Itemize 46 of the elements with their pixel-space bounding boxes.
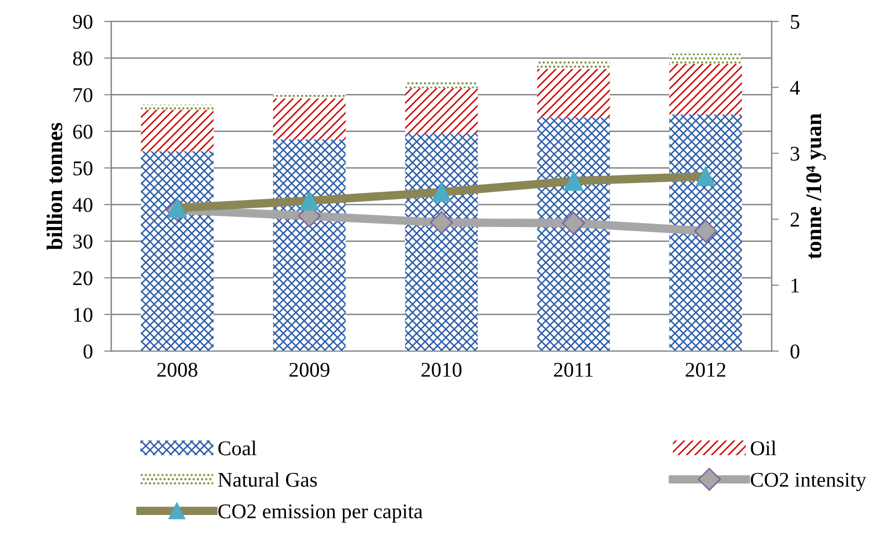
bar bbox=[140, 110, 214, 152]
x-tick-label: 2009 bbox=[289, 362, 330, 377]
x-tick-label: 2011 bbox=[554, 362, 593, 377]
y-tick-label: 30 bbox=[73, 234, 92, 249]
bar bbox=[273, 92, 346, 98]
bar bbox=[405, 134, 478, 352]
bar bbox=[537, 117, 610, 352]
y2-tick-label: 4 bbox=[790, 80, 800, 95]
y-tick-label: 60 bbox=[73, 124, 92, 139]
bar bbox=[273, 98, 346, 140]
y2-tick-label: 1 bbox=[792, 278, 799, 292]
legend-label: Oil bbox=[750, 440, 776, 456]
y-tick-label: 0 bbox=[84, 344, 92, 359]
y-tick-label: 50 bbox=[74, 161, 92, 176]
legend-label: CO2 intensity bbox=[750, 472, 866, 492]
legend-label: Natural Gas bbox=[218, 472, 317, 487]
point bbox=[694, 220, 718, 243]
bar bbox=[669, 64, 742, 114]
y-tick-label: 40 bbox=[72, 198, 92, 212]
y-tick-label: 80 bbox=[73, 51, 92, 66]
y2-tick-label: 0 bbox=[790, 344, 800, 359]
y2-tick-label: 3 bbox=[790, 146, 800, 161]
legend-label: CO2 emission per capita bbox=[218, 504, 423, 523]
bar bbox=[537, 69, 610, 118]
x-tick-label: 2008 bbox=[157, 362, 198, 377]
x-tick-label: 2012 bbox=[686, 362, 726, 377]
bar bbox=[669, 54, 742, 64]
y-tick-label: 90 bbox=[73, 14, 92, 29]
y2-tick-label: 5 bbox=[790, 15, 800, 29]
y-axis-title: billion tonnes bbox=[46, 122, 62, 250]
bar bbox=[140, 104, 214, 110]
y-tick-label: 70 bbox=[74, 88, 92, 102]
bar bbox=[140, 151, 214, 352]
bar bbox=[405, 80, 478, 88]
point bbox=[562, 212, 586, 235]
bar bbox=[537, 60, 610, 70]
y-tick-label: 20 bbox=[73, 271, 92, 286]
y2-axis-title: tonne /10⁴ yuan bbox=[806, 113, 826, 259]
x-tick-label: 2010 bbox=[422, 362, 462, 377]
y-tick-label: 10 bbox=[74, 308, 92, 322]
point bbox=[430, 211, 453, 234]
y2-tick-label: 2 bbox=[790, 212, 799, 226]
bar bbox=[669, 114, 742, 352]
legend-label: Coal bbox=[218, 440, 256, 456]
bar bbox=[273, 139, 346, 352]
bar bbox=[405, 88, 478, 134]
